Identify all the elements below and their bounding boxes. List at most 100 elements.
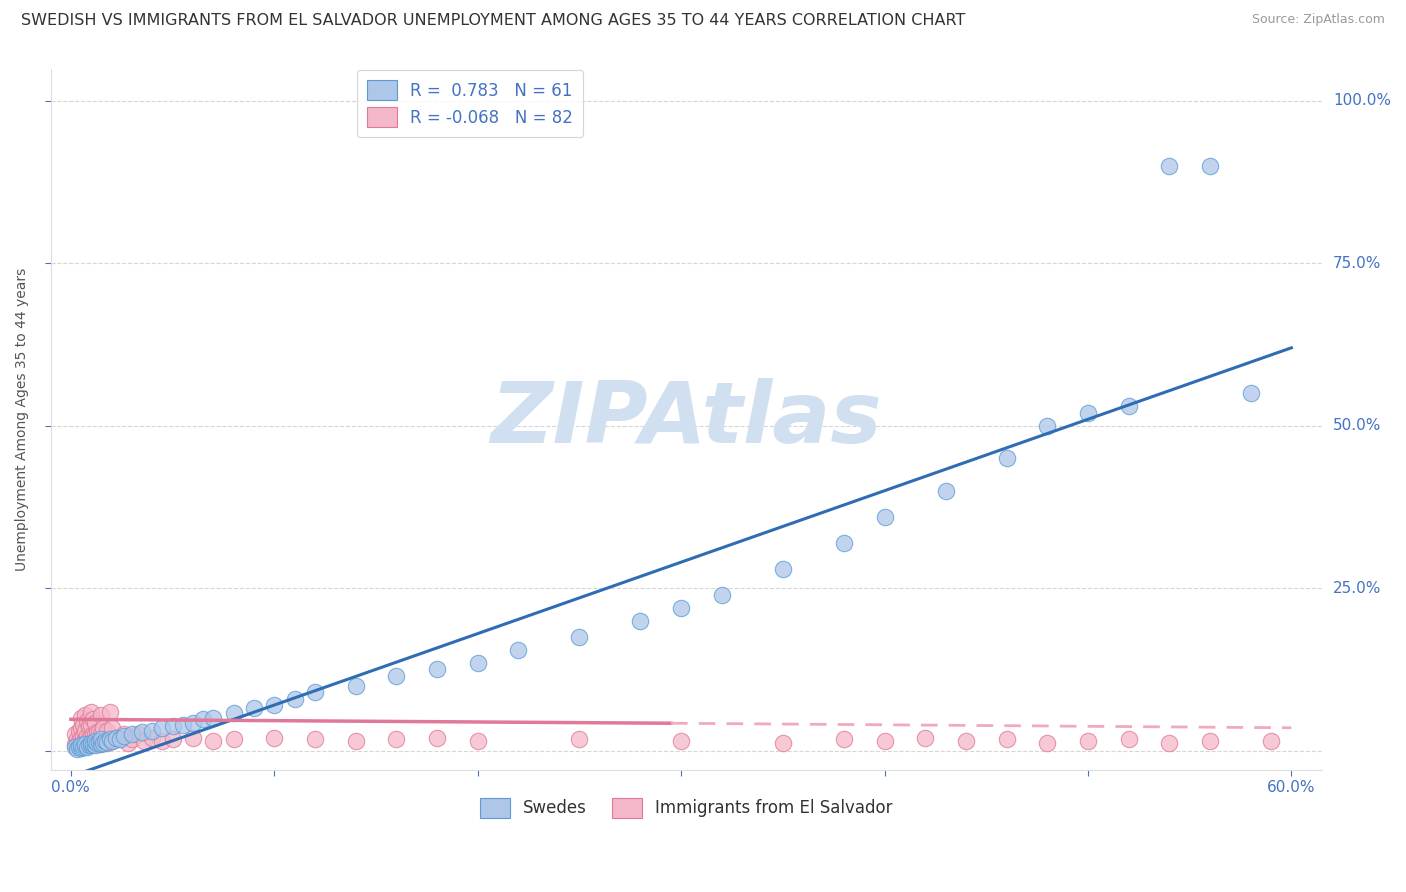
Point (995, 451, 1018, 466)
Point (86, 736, 108, 750)
Point (75, 724, 97, 739)
Point (131, 725, 153, 739)
Point (152, 721, 174, 735)
Point (1036, 418, 1059, 433)
Point (112, 727, 135, 741)
Point (172, 717, 194, 731)
Point (426, 731, 449, 745)
Point (67, 739, 90, 754)
Point (202, 711, 225, 725)
Point (181, 731, 204, 745)
Point (104, 731, 127, 745)
Point (385, 731, 408, 746)
Point (100, 733, 122, 747)
Point (80, 705, 103, 719)
Point (152, 733, 174, 747)
Point (96, 724, 118, 739)
Point (70, 739, 93, 753)
Point (77, 739, 100, 753)
Point (202, 733, 225, 747)
Point (90, 737, 112, 751)
Point (121, 731, 143, 746)
Text: 100.0%: 100.0% (1333, 94, 1391, 109)
Point (98, 705, 121, 719)
Point (67, 733, 90, 747)
Point (89, 725, 111, 739)
Point (1077, 406, 1099, 420)
Point (96, 735, 118, 749)
Point (94, 731, 117, 746)
Point (72, 736, 94, 750)
Text: SWEDISH VS IMMIGRANTS FROM EL SALVADOR UNEMPLOYMENT AMONG AGES 35 TO 44 YEARS CO: SWEDISH VS IMMIGRANTS FROM EL SALVADOR U… (21, 13, 966, 29)
Text: ZIPAtlas: ZIPAtlas (491, 377, 882, 461)
Point (141, 724, 163, 739)
Point (80, 738, 103, 752)
Point (304, 731, 326, 746)
Point (669, 733, 692, 747)
Point (77, 731, 100, 745)
Point (75, 737, 97, 751)
Point (70, 721, 93, 735)
Point (76, 739, 98, 754)
Point (873, 733, 896, 747)
Point (94, 733, 117, 747)
Point (76, 714, 98, 729)
Point (669, 600, 692, 615)
Point (873, 509, 896, 524)
Point (832, 731, 855, 746)
Point (772, 736, 794, 750)
Point (80, 736, 103, 750)
Point (75, 739, 97, 753)
Point (467, 656, 489, 670)
Point (76, 737, 98, 751)
Point (710, 588, 733, 602)
Point (70, 711, 93, 725)
Point (935, 483, 957, 498)
Point (568, 731, 591, 746)
Point (1077, 733, 1099, 747)
Point (98, 731, 121, 746)
Point (181, 716, 204, 731)
Point (75, 707, 97, 722)
Point (568, 630, 591, 644)
Text: 25.0%: 25.0% (1333, 581, 1381, 596)
Point (132, 733, 155, 747)
Point (77, 739, 100, 753)
Point (955, 733, 977, 747)
Point (1199, 733, 1222, 747)
Point (914, 731, 936, 745)
Point (222, 706, 245, 720)
Point (112, 729, 135, 743)
Point (84, 733, 107, 747)
Point (108, 731, 131, 746)
Point (100, 721, 122, 735)
Point (304, 685, 326, 699)
Text: 50.0%: 50.0% (1333, 418, 1381, 434)
Point (82, 737, 104, 751)
Point (80, 737, 103, 751)
Point (630, 614, 652, 628)
Point (141, 731, 163, 745)
Point (832, 535, 855, 549)
Point (127, 727, 149, 741)
Point (82, 736, 104, 750)
Point (191, 712, 214, 726)
Point (63, 737, 86, 751)
Point (96, 736, 118, 750)
Point (70, 731, 93, 745)
Point (263, 698, 285, 712)
Point (263, 731, 285, 745)
Point (162, 719, 184, 733)
Point (67, 724, 90, 739)
Point (72, 729, 94, 743)
Point (344, 679, 367, 693)
Point (104, 731, 127, 745)
Point (77, 719, 100, 733)
Point (93, 733, 115, 747)
Point (70, 739, 93, 753)
Point (84, 727, 107, 741)
Point (72, 717, 94, 731)
Text: Source: ZipAtlas.com: Source: ZipAtlas.com (1251, 13, 1385, 27)
Point (90, 727, 112, 741)
Point (1240, 386, 1263, 401)
